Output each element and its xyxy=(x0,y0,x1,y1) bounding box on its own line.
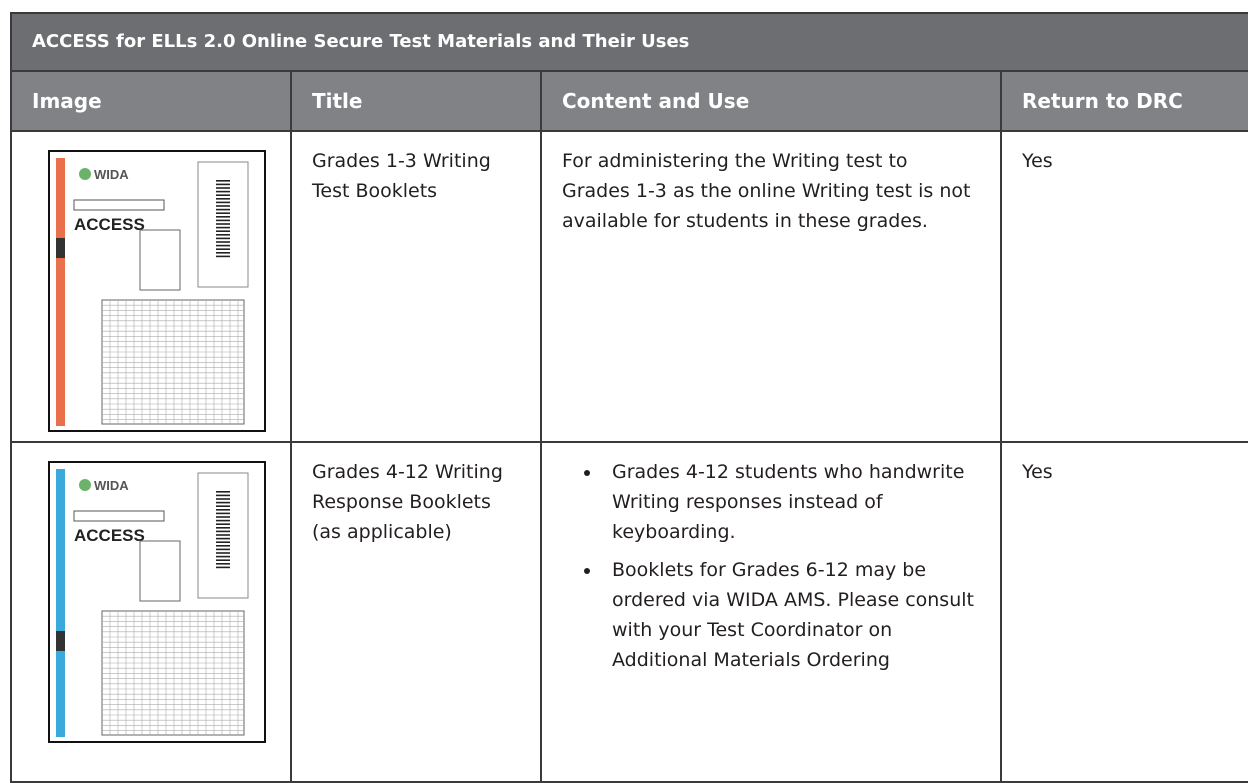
barcode-bar xyxy=(216,552,230,554)
barcode-bar xyxy=(216,505,230,507)
barcode-bar xyxy=(216,226,230,229)
barcode-bar xyxy=(216,252,230,254)
barcode-bar xyxy=(216,205,230,207)
page xyxy=(48,150,266,432)
barcode-bar xyxy=(216,190,230,193)
logo-mark xyxy=(79,168,91,180)
brand-text: ACCESS xyxy=(74,215,145,234)
return-cell: Yes xyxy=(1000,130,1248,443)
booklet-thumbnail: WIDA ACCESS xyxy=(48,150,266,432)
table-title: ACCESS for ELLs 2.0 Online Secure Test M… xyxy=(10,12,1248,72)
title-cell: Grades 4-12 Writing Response Booklets (a… xyxy=(290,441,542,783)
id-grid xyxy=(139,229,181,291)
materials-table: ACCESS for ELLs 2.0 Online Secure Test M… xyxy=(10,12,1248,783)
table-body: WIDA ACCESS Grades 1-3 Writing Test Bookle… xyxy=(10,130,1248,783)
grade-box xyxy=(73,510,165,522)
barcode-bar xyxy=(216,212,230,214)
grade-box xyxy=(73,199,165,211)
image-cell: WIDA ACCESS xyxy=(10,441,292,783)
table-row: WIDA ACCESS Grades 1-3 Writing Test Bookle… xyxy=(10,130,1248,443)
bullet-list: Grades 4-12 students who handwrite Writi… xyxy=(562,457,980,675)
barcode-bar xyxy=(216,555,230,558)
stripe xyxy=(56,158,65,426)
logo-text: WIDA xyxy=(94,478,129,493)
header-row: Image Title Content and Use Return to DRC xyxy=(10,70,1248,132)
id-grid xyxy=(139,540,181,602)
barcode-bar xyxy=(216,183,230,186)
barcode-bar xyxy=(216,541,230,543)
answer-grid xyxy=(101,299,245,425)
barcode-bar xyxy=(216,244,230,247)
logo-mark xyxy=(79,479,91,491)
barcode-bar xyxy=(216,255,230,258)
barcode-bar xyxy=(216,512,230,515)
table-row: WIDA ACCESS Grades 4-12 Writing Response B… xyxy=(10,441,1248,783)
barcode-bar xyxy=(216,527,230,529)
barcode-bar xyxy=(216,501,230,504)
barcode-bar xyxy=(216,523,230,525)
barcode-bar xyxy=(216,530,230,533)
barcode-bar xyxy=(216,519,230,522)
barcode-bar xyxy=(216,180,230,182)
barcode-bar xyxy=(216,208,230,211)
content-cell: Grades 4-12 students who handwrite Writi… xyxy=(540,441,1002,783)
column-header: Content and Use xyxy=(540,70,1002,132)
barcode-bar xyxy=(216,201,230,204)
barcode-panel xyxy=(197,161,249,288)
bullet-item: Booklets for Grades 6-12 may be ordered … xyxy=(602,555,980,675)
barcode-bar xyxy=(216,234,230,236)
column-header: Image xyxy=(10,70,292,132)
barcode-bar xyxy=(216,187,230,189)
column-header: Return to DRC xyxy=(1000,70,1248,132)
answer-grid xyxy=(101,610,245,736)
image-cell: WIDA ACCESS xyxy=(10,130,292,443)
barcode-bar xyxy=(216,198,230,200)
content-cell: For administering the Writing test to Gr… xyxy=(540,130,1002,443)
barcode-bar xyxy=(216,548,230,551)
barcode-bar xyxy=(216,248,230,250)
brand-text: ACCESS xyxy=(74,526,145,545)
column-header: Title xyxy=(290,70,542,132)
return-cell: Yes xyxy=(1000,441,1248,783)
stripe xyxy=(56,469,65,737)
barcode-bar xyxy=(216,494,230,497)
barcode-bar xyxy=(216,194,230,196)
barcode-bar xyxy=(216,537,230,540)
barcode-bar xyxy=(216,230,230,232)
page xyxy=(48,461,266,743)
bullet-item: Grades 4-12 students who handwrite Writi… xyxy=(602,457,980,547)
barcode-bar xyxy=(216,563,230,565)
barcode-bar xyxy=(216,237,230,240)
tab xyxy=(56,238,65,258)
barcode-bar xyxy=(216,559,230,561)
booklet-thumbnail: WIDA ACCESS xyxy=(48,461,266,743)
barcode-bar xyxy=(216,223,230,225)
barcode-bar xyxy=(216,241,230,243)
barcode-bar xyxy=(216,498,230,500)
barcode-panel xyxy=(197,472,249,599)
barcode-bar xyxy=(216,509,230,511)
barcode-bar xyxy=(216,219,230,222)
barcode-bar xyxy=(216,491,230,493)
title-cell: Grades 1-3 Writing Test Booklets xyxy=(290,130,542,443)
tab xyxy=(56,631,65,651)
barcode-bar xyxy=(216,566,230,569)
barcode-bar xyxy=(216,516,230,518)
barcode-bar xyxy=(216,216,230,218)
logo-text: WIDA xyxy=(94,167,129,182)
barcode-bar xyxy=(216,545,230,547)
barcode-bar xyxy=(216,534,230,536)
